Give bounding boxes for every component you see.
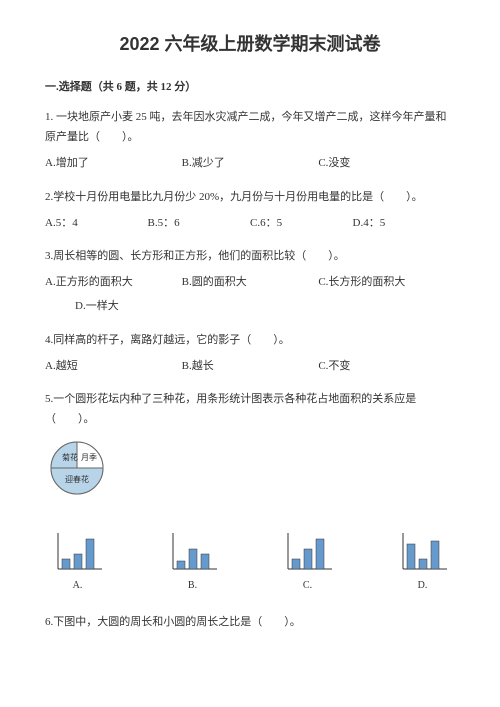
question-1: 1. 一块地原产小麦 25 吨，去年因水灾减产二成，今年又增产二成，这样今年产量…: [45, 108, 455, 173]
pie-label-2: 月季: [81, 452, 97, 462]
q5-optA-chart: A.: [50, 531, 105, 595]
q5-optA-label: A.: [73, 577, 83, 595]
q2-optB: B.5：6: [148, 214, 251, 234]
q4-optC: C.不变: [318, 357, 455, 377]
q5-optD-chart: D.: [395, 531, 450, 595]
q5-bar-options: A. B. C.: [45, 531, 455, 595]
q6-text: 6.下图中，大圆的周长和小圆的周长之比是（ ）。: [45, 613, 455, 633]
pie-chart: 菊花 月季 迎春花: [45, 440, 455, 513]
question-3: 3.周长相等的圆、长方形和正方形，他们的面积比较（ ）。 A.正方形的面积大 B…: [45, 247, 455, 316]
q5-optC-label: C.: [303, 577, 312, 595]
q5-optB-chart: B.: [165, 531, 220, 595]
q2-optA: A.5：4: [45, 214, 148, 234]
bar-chart-D: [395, 531, 450, 573]
question-4: 4.同样高的杆子，离路灯越远，它的影子（ ）。 A.越短 B.越长 C.不变: [45, 331, 455, 377]
q2-optD: D.4：5: [353, 214, 456, 234]
bar-chart-C: [280, 531, 335, 573]
q4-text: 4.同样高的杆子，离路灯越远，它的影子（ ）。: [45, 331, 455, 351]
question-5: 5.一个圆形花坛内种了三种花，用条形统计图表示各种花占地面积的关系应是（ ）。 …: [45, 390, 455, 594]
q1-optB: B.减少了: [182, 154, 319, 174]
q3-options-row1: A.正方形的面积大 B.圆的面积大 C.长方形的面积大: [45, 273, 455, 293]
q4-optB: B.越长: [182, 357, 319, 377]
q3-optD: D.一样大: [75, 297, 455, 317]
q4-optA: A.越短: [45, 357, 182, 377]
pie-svg: 菊花 月季 迎春花: [45, 440, 110, 505]
q1-text: 1. 一块地原产小麦 25 吨，去年因水灾减产二成，今年又增产二成，这样今年产量…: [45, 108, 455, 148]
q5-text: 5.一个圆形花坛内种了三种花，用条形统计图表示各种花占地面积的关系应是（ ）。: [45, 390, 455, 430]
q2-options: A.5：4 B.5：6 C.6：5 D.4：5: [45, 214, 455, 234]
q3-optA: A.正方形的面积大: [45, 273, 182, 293]
q3-text: 3.周长相等的圆、长方形和正方形，他们的面积比较（ ）。: [45, 247, 455, 267]
bar-chart-A: [50, 531, 105, 573]
q5-optC-chart: C.: [280, 531, 335, 595]
page-title: 2022 六年级上册数学期末测试卷: [45, 30, 455, 59]
bar-chart-B: [165, 531, 220, 573]
q5-optB-label: B.: [188, 577, 197, 595]
question-6: 6.下图中，大圆的周长和小圆的周长之比是（ ）。: [45, 613, 455, 633]
q4-options: A.越短 B.越长 C.不变: [45, 357, 455, 377]
question-2: 2.学校十月份用电量比九月份少 20%，九月份与十月份用电量的比是（ ）。 A.…: [45, 188, 455, 234]
q1-options: A.增加了 B.减少了 C.没变: [45, 154, 455, 174]
pie-label-3: 迎春花: [65, 474, 89, 484]
q1-optA: A.增加了: [45, 154, 182, 174]
q3-optB: B.圆的面积大: [182, 273, 319, 293]
q1-optC: C.没变: [318, 154, 455, 174]
pie-label-1: 菊花: [62, 452, 78, 462]
q3-optC: C.长方形的面积大: [318, 273, 455, 293]
q2-text: 2.学校十月份用电量比九月份少 20%，九月份与十月份用电量的比是（ ）。: [45, 188, 455, 208]
q2-optC: C.6：5: [250, 214, 353, 234]
q5-optD-label: D.: [418, 577, 428, 595]
section-header: 一.选择题（共 6 题，共 12 分）: [45, 79, 455, 97]
